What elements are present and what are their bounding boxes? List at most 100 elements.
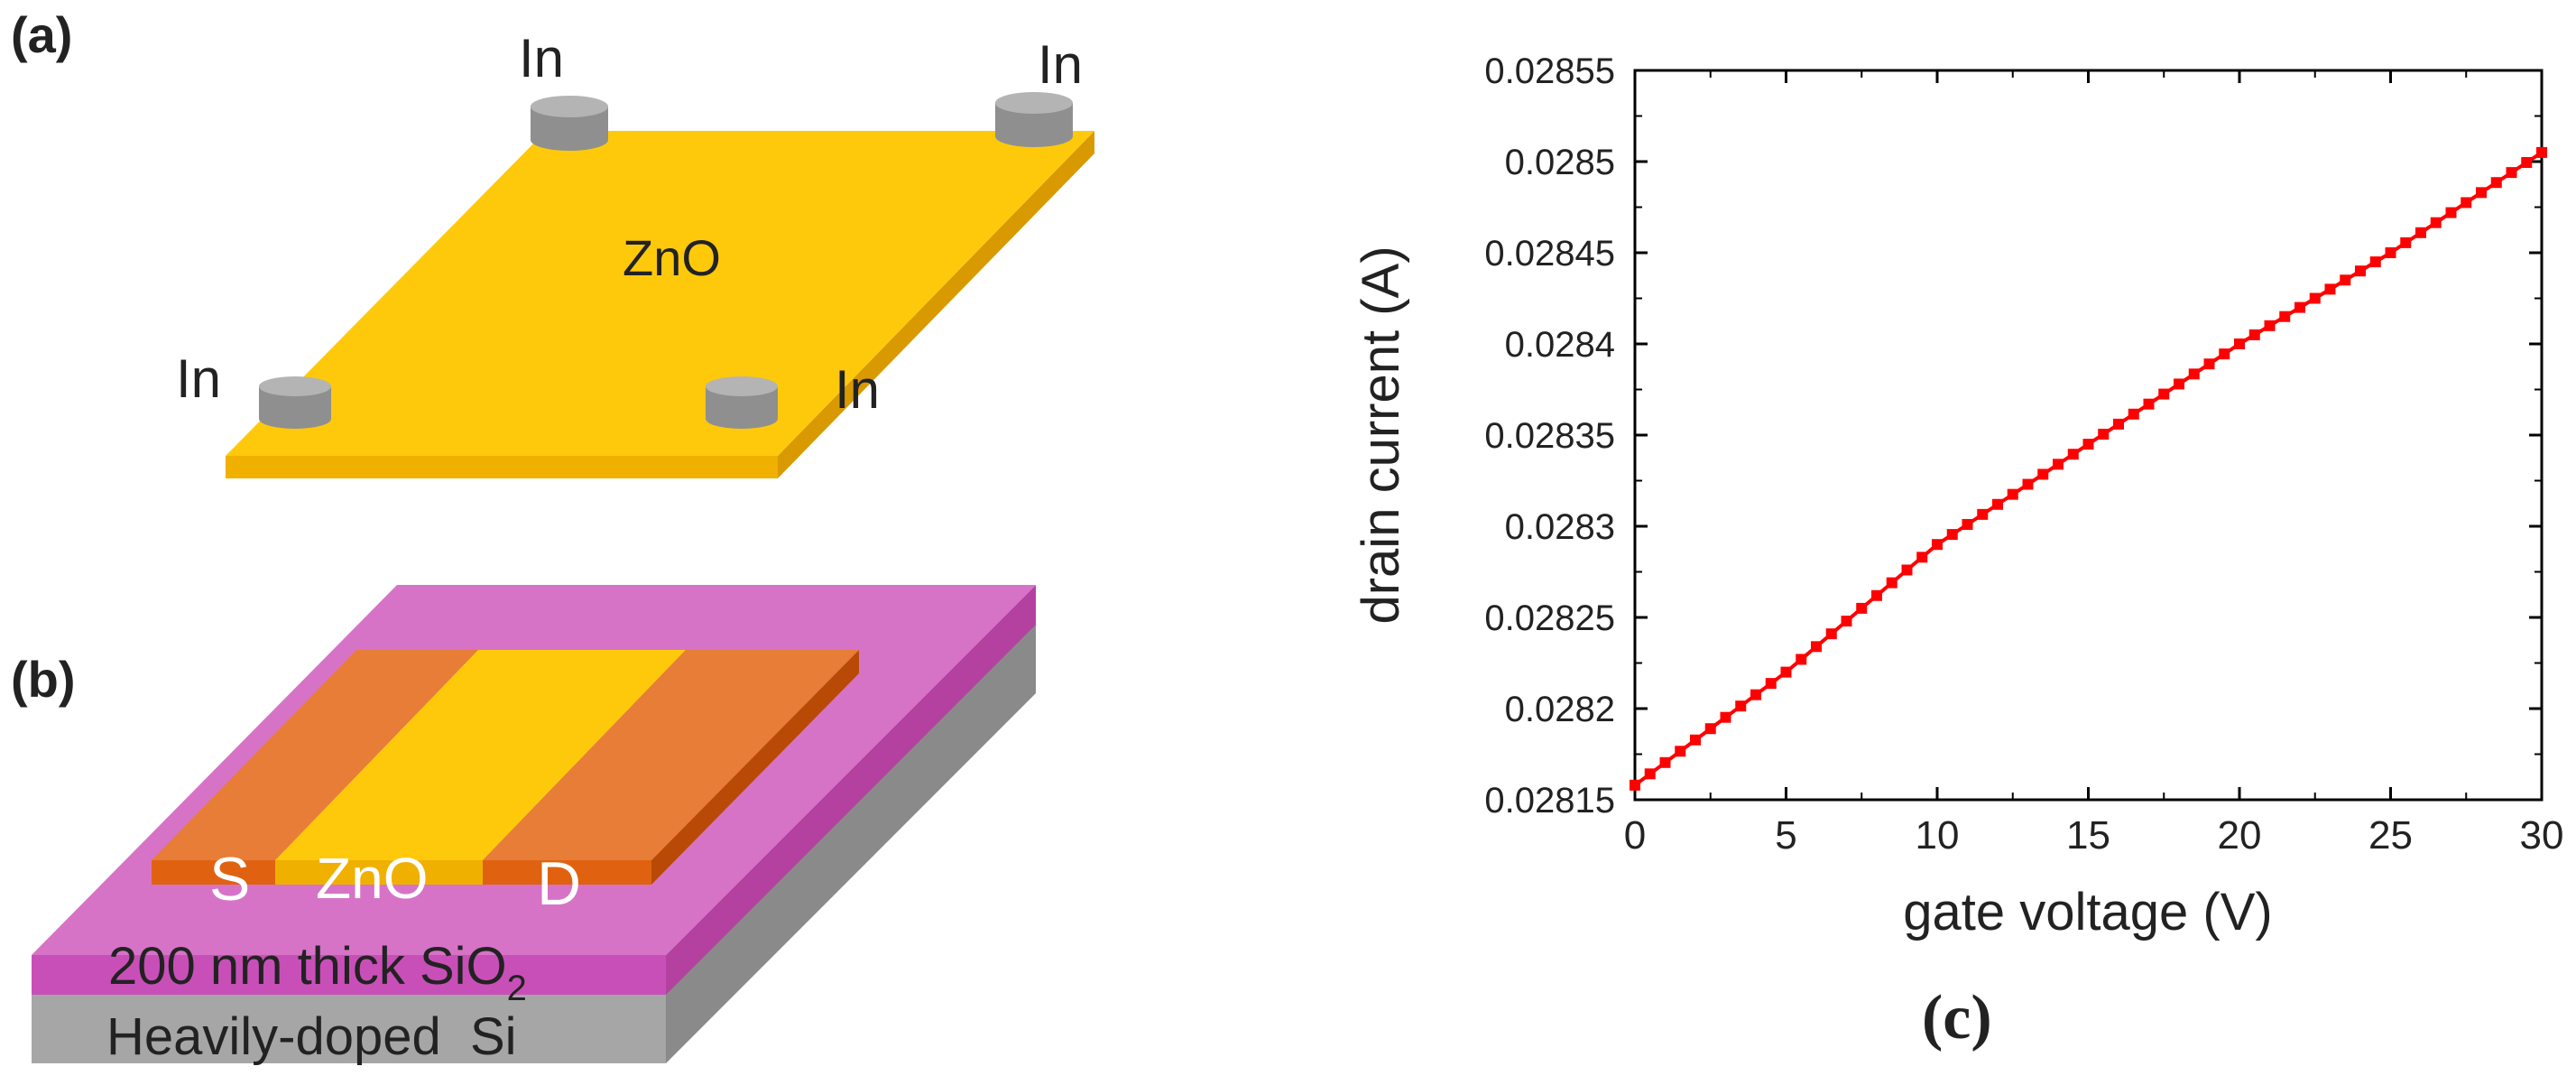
data-point xyxy=(2234,338,2245,349)
sio2-layer-front xyxy=(32,955,666,995)
x-tick-label: 20 xyxy=(2218,813,2262,858)
data-point xyxy=(2248,329,2260,340)
data-point xyxy=(2369,256,2381,268)
x-tick-label: 0 xyxy=(1624,813,1646,858)
data-point xyxy=(2536,146,2547,158)
data-point xyxy=(2203,358,2215,370)
source-electrode-top xyxy=(152,650,478,860)
data-point xyxy=(2385,247,2396,258)
zno-channel-front xyxy=(275,860,483,885)
data-point xyxy=(2355,265,2366,277)
zno-channel-top xyxy=(275,650,686,860)
data-point xyxy=(1992,498,2003,510)
data-point xyxy=(2521,157,2533,169)
data-point xyxy=(1780,666,1792,678)
in-label-back-right: In xyxy=(1038,34,1083,95)
y-axis-ticks: 0.02815 0.0282 0.02825 0.0283 0.02835 0.0284 0… xyxy=(1484,51,2542,821)
in-label-front-left: In xyxy=(176,348,221,409)
y-tick-label: 0.0283 xyxy=(1505,507,1615,547)
oxide-subscript: 2 xyxy=(507,969,527,1008)
y-tick-label: 0.02825 xyxy=(1484,598,1615,638)
data-point xyxy=(2082,439,2094,450)
oxide-label: 200 nm thick SiO2 xyxy=(108,937,527,1008)
x-tick-label: 5 xyxy=(1775,813,1796,858)
data-point xyxy=(2430,217,2442,228)
panel-a-label: (a) xyxy=(11,6,72,63)
data-point xyxy=(2022,478,2034,490)
data-point xyxy=(1675,746,1686,757)
data-point xyxy=(2476,187,2487,199)
drain-electrode-top xyxy=(483,650,859,860)
data-point xyxy=(2174,378,2184,390)
data-point xyxy=(2294,301,2305,313)
data-point xyxy=(1886,577,1897,589)
panel-c: 0.028150.02820.028250.02830.028350.02840… xyxy=(1352,51,2563,1053)
data-point xyxy=(1825,628,1837,640)
data-point xyxy=(2445,207,2457,218)
in-contact-front-right xyxy=(706,376,778,429)
data-point xyxy=(2188,368,2200,380)
panel-b: (b) S ZnO D 200 nm thick SiO2 Heavily-do… xyxy=(11,585,1036,1066)
in-contact-back-right xyxy=(995,92,1073,147)
data-point xyxy=(1962,518,1973,530)
plot-frame xyxy=(1633,69,2544,802)
sio2-layer-side xyxy=(666,585,1036,995)
data-point xyxy=(2098,428,2110,440)
data-point xyxy=(1946,529,1958,541)
data-point xyxy=(2490,177,2502,189)
zno-film-label: ZnO xyxy=(623,229,721,286)
data-point xyxy=(2415,227,2426,238)
drain-electrode-front xyxy=(483,860,651,885)
data-point xyxy=(1720,711,1731,723)
x-tick-label: 15 xyxy=(2066,813,2110,858)
data-point xyxy=(2128,408,2139,420)
zno-film-side-edge xyxy=(778,131,1094,478)
channel-label: ZnO xyxy=(316,846,428,911)
data-point xyxy=(2506,167,2517,179)
source-label: S xyxy=(209,845,250,913)
data-point xyxy=(1659,756,1671,768)
data-point xyxy=(1841,616,1852,627)
y-tick-label: 0.02845 xyxy=(1484,234,1615,274)
zno-film-front-edge xyxy=(226,456,778,478)
data-point xyxy=(1811,641,1822,653)
y-tick-label: 0.02815 xyxy=(1484,781,1615,821)
data-point xyxy=(1735,700,1747,712)
data-point xyxy=(1916,552,1928,563)
y-tick-label: 0.0282 xyxy=(1505,690,1615,729)
data-point xyxy=(1901,564,1913,576)
data-point xyxy=(2400,236,2412,248)
zno-film-top xyxy=(226,131,1094,456)
data-point xyxy=(1977,508,1989,520)
x-tick-label: 30 xyxy=(2520,813,2564,858)
panel-b-label: (b) xyxy=(11,651,76,708)
data-point xyxy=(2340,274,2351,286)
source-electrode-front xyxy=(152,860,275,885)
series-drain-current xyxy=(1630,146,2547,791)
y-tick-label: 0.0284 xyxy=(1505,325,1615,365)
data-point xyxy=(2461,197,2472,209)
y-tick-label: 0.02855 xyxy=(1484,51,1615,91)
data-point xyxy=(2143,398,2155,410)
drain-electrode-side xyxy=(651,650,859,885)
data-point xyxy=(2037,468,2049,480)
data-point xyxy=(1750,689,1761,700)
x-tick-label: 25 xyxy=(2368,813,2413,858)
data-point xyxy=(2279,311,2291,322)
in-contact-back-left xyxy=(531,96,608,151)
data-point xyxy=(2324,283,2336,295)
data-point xyxy=(2158,388,2170,400)
y-axis-label: drain current (A) xyxy=(1352,246,1410,624)
data-point xyxy=(2007,488,2018,500)
in-label-back-left: In xyxy=(519,28,564,88)
si-substrate-side xyxy=(666,623,1036,1063)
in-label-front-right: In xyxy=(835,359,880,420)
data-point xyxy=(2219,348,2230,360)
data-point xyxy=(1690,734,1701,746)
data-point xyxy=(1644,768,1656,780)
substrate-label: Heavily-doped Si xyxy=(106,1007,517,1066)
data-point xyxy=(2309,292,2321,304)
data-point xyxy=(1630,779,1640,791)
data-point xyxy=(1704,723,1716,735)
